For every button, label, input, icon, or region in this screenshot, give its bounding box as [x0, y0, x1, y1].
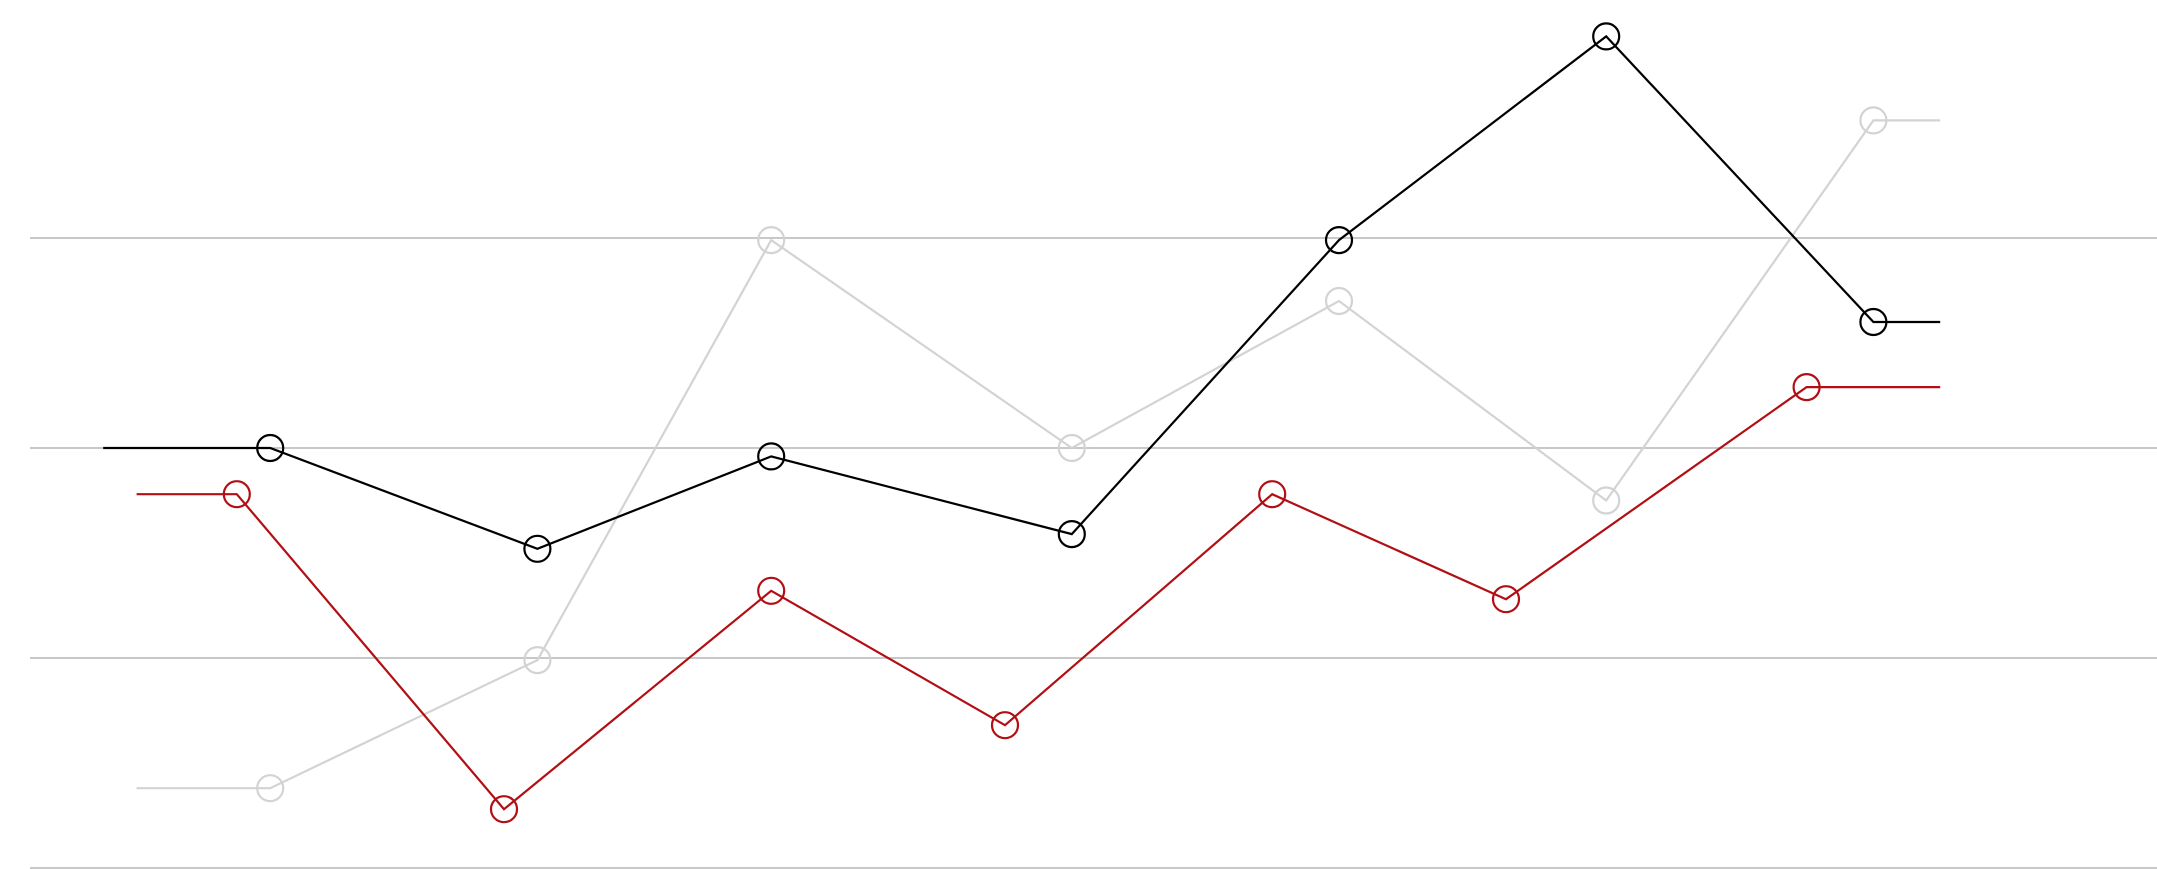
- gridlines: [30, 237, 2157, 869]
- series-line-1: [136, 386, 1941, 811]
- series-0-point-4: [1324, 226, 1354, 255]
- series-line-0: [103, 34, 1941, 550]
- series-0-point-2: [757, 442, 786, 471]
- series-0-point-3: [1057, 519, 1086, 549]
- series-2-point-1: [523, 645, 552, 675]
- series-markers: [222, 22, 1888, 824]
- series-1-point-4: [1258, 480, 1287, 509]
- series-1-point-2: [757, 576, 786, 605]
- series-lines: [103, 34, 1941, 811]
- series-1-point-3: [990, 711, 1020, 740]
- series-2-point-4: [1324, 286, 1354, 316]
- series-0-point-5: [1592, 22, 1621, 51]
- series-line-2: [136, 119, 1941, 790]
- series-0-point-1: [523, 534, 552, 563]
- series-0-point-6: [1859, 307, 1888, 337]
- series-2-point-3: [1057, 433, 1086, 463]
- series-1-point-1: [489, 795, 519, 824]
- series-1-point-6: [1792, 373, 1821, 402]
- series-1-point-0: [222, 480, 251, 509]
- series-2-point-6: [1859, 106, 1888, 135]
- series-0-point-0: [256, 433, 285, 463]
- series-2-point-0: [256, 774, 285, 803]
- series-1-point-5: [1491, 585, 1521, 614]
- series-2-point-5: [1592, 486, 1621, 515]
- series-2-point-2: [757, 226, 786, 255]
